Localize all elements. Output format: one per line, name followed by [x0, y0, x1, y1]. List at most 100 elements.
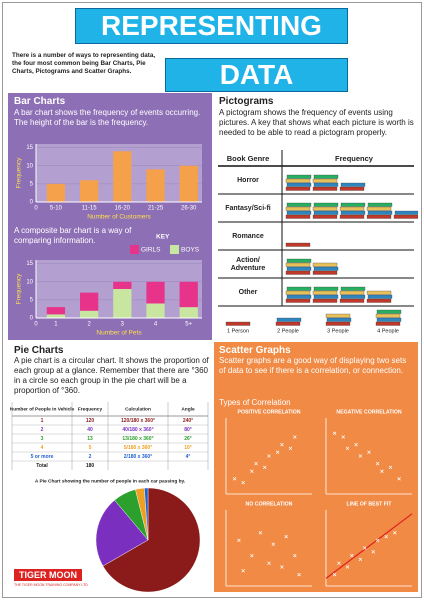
x-origin-label: 0	[34, 206, 38, 212]
legend-swatch	[130, 245, 139, 254]
section-title: Pictograms	[219, 96, 274, 107]
key-icon	[275, 317, 302, 326]
bar-segment	[179, 307, 198, 318]
book	[325, 321, 351, 326]
book	[366, 214, 392, 219]
x-axis-label: Number of Customers	[87, 214, 151, 221]
logo-tagline: THE TIGER MOON TRAINING COMPANY LTD	[14, 583, 88, 587]
scatter-point	[362, 546, 367, 550]
scatter-point	[250, 553, 254, 558]
scatter-point	[280, 565, 284, 569]
scatter-point	[258, 531, 263, 535]
table-header: Number of People in Vehicle	[10, 406, 75, 412]
book	[312, 270, 338, 275]
genre-label: Fantasy/Sci-fi	[225, 205, 271, 212]
fit-line	[325, 513, 413, 579]
book	[393, 214, 418, 219]
book	[367, 294, 393, 299]
book	[312, 298, 338, 303]
book	[286, 258, 312, 263]
graph-title: LINE OF BEST FIT	[347, 501, 393, 507]
bar-segment	[46, 307, 66, 315]
book	[313, 202, 339, 207]
book	[394, 210, 418, 215]
pictogram-row	[285, 174, 366, 191]
scatter-point	[393, 531, 397, 535]
scatter-point	[241, 480, 245, 485]
section-text: Scatter graphs are a good way of display…	[219, 356, 407, 375]
scatter-point	[267, 454, 271, 458]
table-header: Calculation	[125, 406, 151, 412]
book	[340, 294, 366, 299]
section-text: A pictogram shows the frequency of event…	[219, 108, 414, 137]
key-label: 3 People	[327, 328, 349, 334]
scatter-point	[280, 442, 284, 447]
legend-title: KEY	[156, 234, 170, 241]
book	[367, 210, 393, 215]
bar-segment	[79, 310, 99, 318]
book	[285, 290, 311, 295]
section-title: Scatter Graphs	[219, 345, 291, 356]
book	[286, 210, 312, 215]
title-line2: DATA	[165, 58, 348, 92]
book	[339, 290, 365, 295]
table-header: Frequency	[78, 406, 103, 412]
y-tick-label: 0	[30, 316, 34, 322]
legend: KEY GIRLS BOYS	[130, 234, 200, 254]
pictogram-row	[285, 242, 311, 247]
book	[375, 313, 401, 318]
book	[225, 321, 251, 326]
table-cell: Total	[36, 463, 48, 469]
table-cell: 13/180 x 360°	[122, 436, 153, 442]
book	[313, 210, 339, 215]
book	[312, 178, 338, 183]
y-tick-label: 5	[30, 181, 34, 187]
key-icon	[375, 309, 402, 326]
table-cell: 13	[87, 436, 93, 442]
book	[285, 298, 311, 303]
scatter-point	[397, 477, 401, 481]
intro: There is a number of ways to representin…	[12, 52, 156, 75]
table-cell: 26°	[184, 436, 192, 442]
book	[286, 182, 312, 187]
scatter-point	[262, 465, 267, 470]
bar	[79, 180, 99, 202]
book	[276, 317, 302, 322]
table-cell: 4°	[186, 454, 191, 460]
book	[313, 266, 339, 271]
scatter-point	[237, 538, 241, 543]
scatter-point	[332, 572, 337, 577]
section-title: Bar Charts	[14, 96, 66, 107]
table-cell: 5 or more	[31, 454, 54, 460]
scatter-point	[375, 538, 380, 543]
genre-label: Horror	[237, 177, 259, 184]
scatter-point	[371, 550, 376, 554]
book	[339, 206, 365, 211]
section-text: A composite bar chart is a way of compar…	[14, 226, 132, 245]
x-axis-label: Number of Pets	[96, 330, 142, 337]
book	[285, 242, 311, 247]
scatter-point	[293, 435, 297, 439]
scatter-point	[375, 461, 380, 466]
table-cell: 3	[41, 436, 44, 442]
scatter-panel	[214, 342, 418, 592]
bar-segment	[146, 303, 165, 318]
pie-caption: A Pie Chart showing the number of people…	[35, 478, 185, 484]
book	[312, 186, 338, 191]
book	[313, 286, 339, 291]
book	[286, 294, 312, 299]
pie-slice	[95, 499, 149, 567]
key-icon	[325, 313, 352, 326]
book	[366, 206, 392, 211]
y-axis-label: Frequency	[16, 273, 23, 304]
genre-label: Other	[239, 289, 258, 296]
book	[285, 270, 311, 275]
book	[285, 186, 311, 191]
graph-title: NO CORRELATION	[246, 501, 293, 507]
genre-label: Action/Adventure	[231, 257, 266, 272]
bar-segment	[113, 281, 132, 289]
table-cell: 80°	[184, 427, 192, 433]
bar-segment	[146, 281, 165, 304]
scatter-point	[293, 553, 297, 558]
